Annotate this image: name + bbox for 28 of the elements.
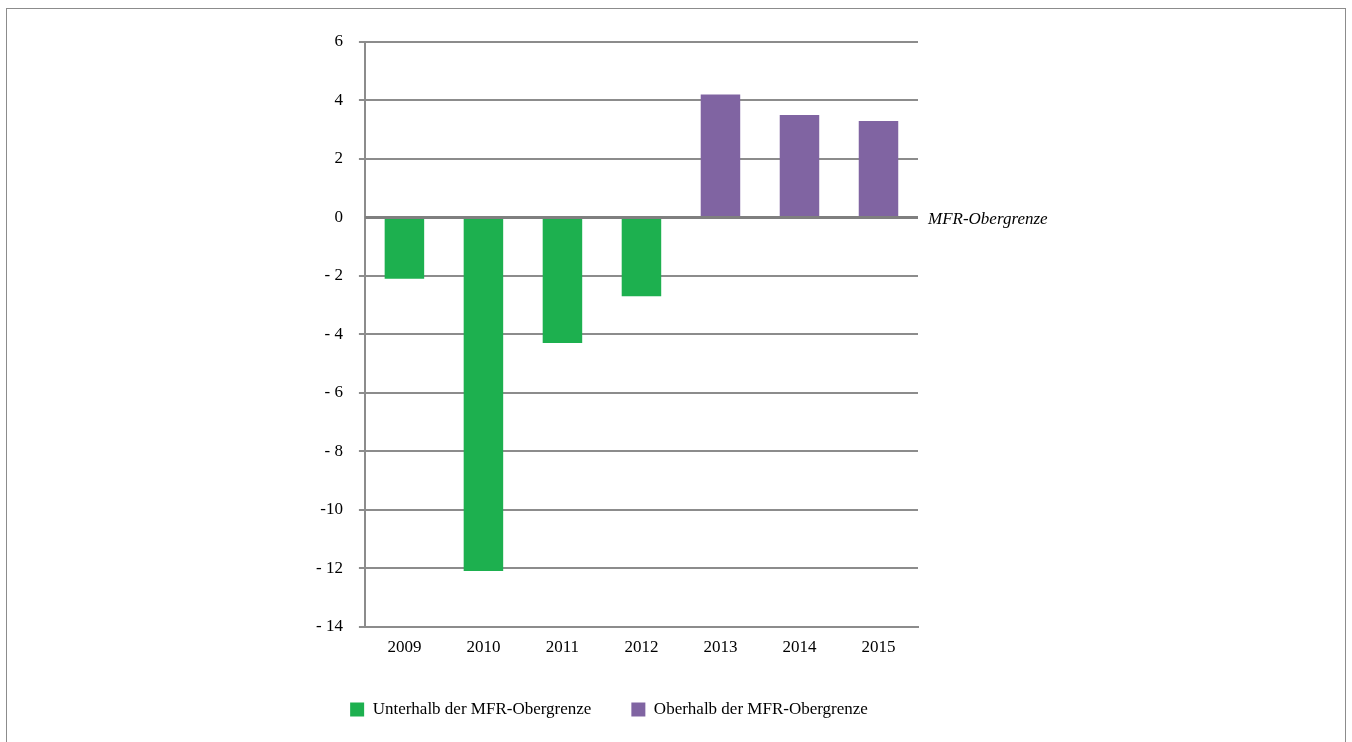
y-tick-label: - 4 bbox=[324, 323, 344, 343]
bar bbox=[621, 218, 662, 297]
y-tick-label: - 8 bbox=[324, 440, 343, 460]
x-tick-label: 2012 bbox=[624, 637, 659, 657]
y-tick-label: - 2 bbox=[324, 265, 343, 285]
bar bbox=[700, 94, 741, 217]
bar bbox=[384, 218, 425, 279]
x-tick-label: 2015 bbox=[861, 637, 896, 657]
legend-label: Oberhalb der MFR-Obergrenze bbox=[653, 698, 868, 718]
y-tick-label: 2 bbox=[334, 148, 343, 168]
y-tick-label: 0 bbox=[334, 206, 343, 226]
y-tick-label: 6 bbox=[334, 31, 343, 51]
x-tick-label: 2010 bbox=[466, 637, 501, 657]
bar bbox=[463, 218, 504, 572]
x-tick-label: 2013 bbox=[703, 637, 738, 657]
y-tick-label: -10 bbox=[320, 499, 343, 519]
legend-label: Unterhalb der MFR-Obergrenze bbox=[372, 698, 592, 718]
x-tick-label: 2014 bbox=[782, 637, 817, 657]
ref-line-label: MFR-Obergrenze bbox=[927, 208, 1049, 228]
bar bbox=[858, 120, 899, 217]
x-tick-label: 2009 bbox=[387, 637, 422, 657]
y-tick-label: - 12 bbox=[315, 557, 343, 577]
y-tick-label: - 6 bbox=[324, 382, 343, 402]
y-tick-label: - 14 bbox=[315, 616, 344, 636]
x-tick-label: 2011 bbox=[545, 637, 580, 657]
bar bbox=[779, 115, 820, 217]
y-tick-label: 4 bbox=[334, 89, 344, 109]
bar bbox=[542, 218, 583, 344]
